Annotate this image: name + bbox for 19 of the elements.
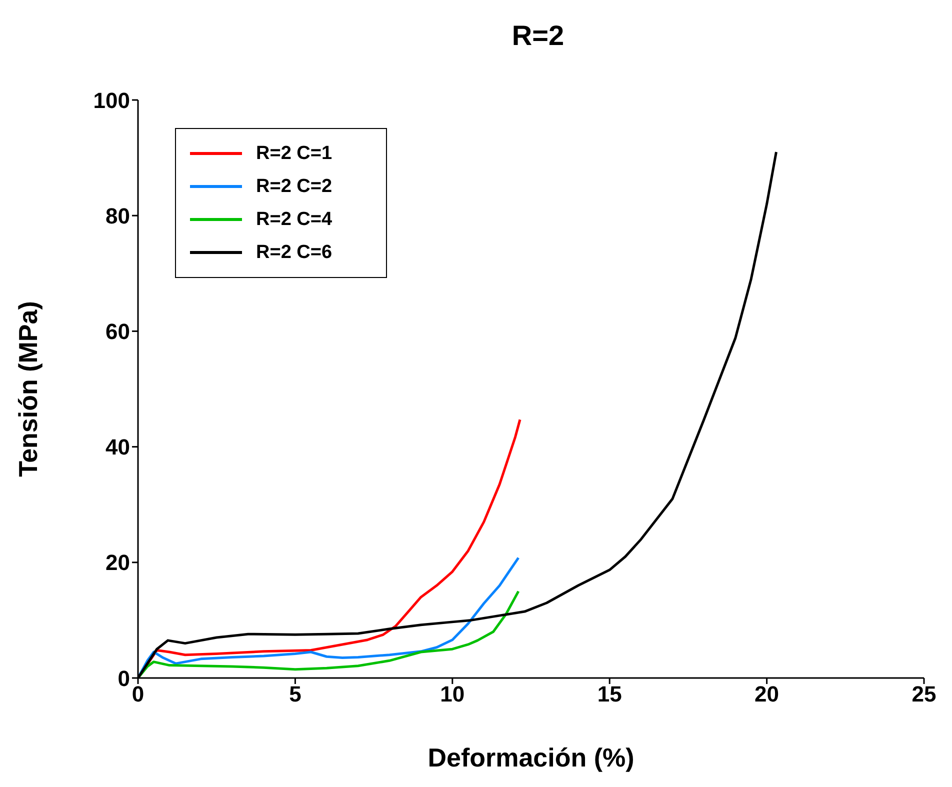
legend-label: R=2 C=2: [256, 176, 332, 198]
x-axis-title: Deformación (%): [428, 742, 634, 772]
y-tick-label: 80: [106, 203, 130, 228]
y-tick-label: 0: [118, 666, 130, 691]
y-tick-label: 60: [106, 319, 130, 344]
x-tick-label: 25: [912, 682, 936, 707]
y-axis-title: Tensión (MPa): [13, 301, 44, 477]
legend-label: R=2 C=4: [256, 208, 332, 230]
x-tick-label: 10: [440, 682, 465, 707]
chart-title: R=2: [510, 20, 566, 52]
legend-label: R=2 C=1: [256, 142, 332, 164]
y-tick-label: 20: [106, 550, 130, 576]
x-tick-label: 5: [289, 682, 302, 707]
x-tick-label: 20: [754, 682, 780, 707]
y-tick-label: 100: [93, 88, 130, 113]
line-series: [138, 590, 520, 678]
legend-label: R=2 C=6: [256, 242, 332, 264]
y-tick-label: 40: [106, 434, 130, 460]
x-tick-label: 15: [597, 682, 622, 707]
